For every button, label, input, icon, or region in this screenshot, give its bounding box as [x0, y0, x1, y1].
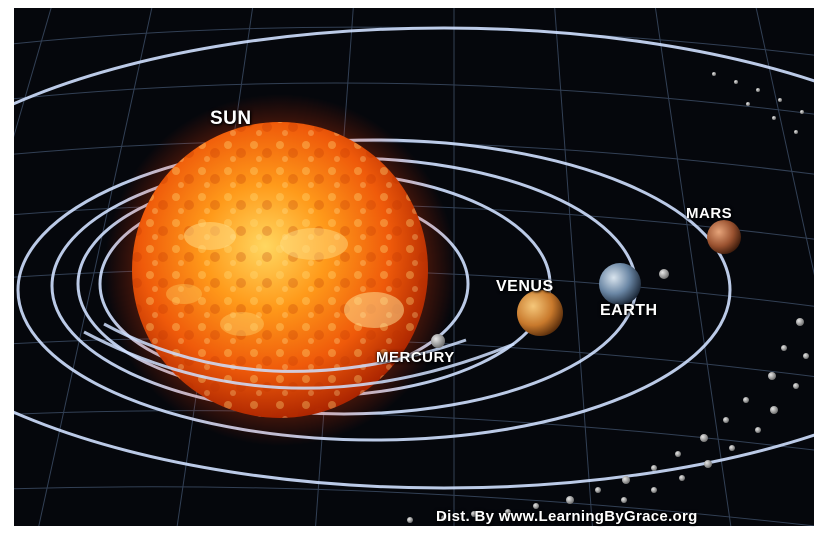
earth — [599, 263, 641, 305]
solar-system-scene — [14, 8, 814, 526]
credit-text: Dist. By www.LearningByGrace.org — [436, 508, 698, 525]
sun-label: SUN — [210, 108, 252, 129]
mercury — [431, 334, 445, 348]
solar-system-illustration: SUN MARS VENUS EARTH MERCURY — [14, 8, 814, 526]
inner-orbit-arcs — [83, 322, 515, 390]
moon — [659, 269, 669, 279]
venus — [517, 290, 563, 336]
mars-label: MARS — [686, 205, 733, 222]
earth-label: EARTH — [600, 302, 658, 319]
mars — [707, 220, 741, 254]
venus-label: VENUS — [496, 278, 554, 295]
mercury-label: MERCURY — [376, 349, 455, 366]
asteroid-belt — [407, 72, 809, 523]
sun — [104, 94, 456, 446]
